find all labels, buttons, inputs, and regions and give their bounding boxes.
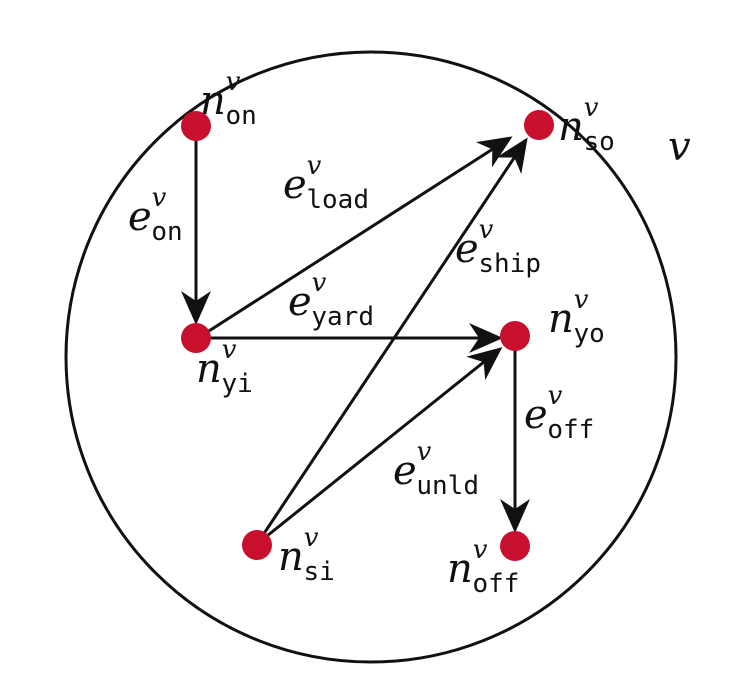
container-label: v (668, 124, 691, 170)
node-label-si: nv si (278, 523, 335, 587)
node-label-yi: nv yi (196, 335, 253, 399)
labels: v nv on nv so nv yi nv yo nv si nv off ev on ev… (128, 67, 691, 599)
node-off (500, 531, 530, 561)
edge-label-ship: ev ship (455, 215, 541, 279)
node-label-on: nv on (200, 67, 257, 131)
edge-label-yard: ev yard (288, 268, 374, 332)
node-on (181, 111, 211, 141)
edge-label-unld: ev unld (393, 437, 479, 501)
edge-unld (256, 347, 503, 546)
edge-ship (255, 137, 528, 545)
node-si (242, 530, 272, 560)
edge-load (197, 136, 513, 340)
container-circle (64, 50, 678, 664)
node-yi (181, 323, 211, 353)
node-label-so: nv so (558, 93, 615, 157)
node-label-yo: nv yo (548, 285, 605, 349)
edge-label-on: ev on (128, 183, 183, 247)
node-yo (500, 321, 530, 351)
node-label-off: nv off (447, 535, 519, 599)
node-so (524, 110, 554, 140)
nodes (181, 110, 554, 561)
edges (181, 128, 530, 546)
edge-label-load: ev load (283, 151, 369, 215)
edge-label-off: ev off (524, 381, 594, 445)
